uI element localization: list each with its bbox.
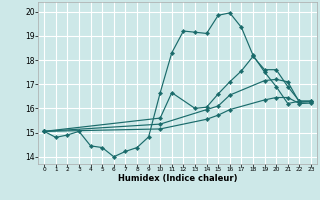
X-axis label: Humidex (Indice chaleur): Humidex (Indice chaleur) (118, 174, 237, 183)
